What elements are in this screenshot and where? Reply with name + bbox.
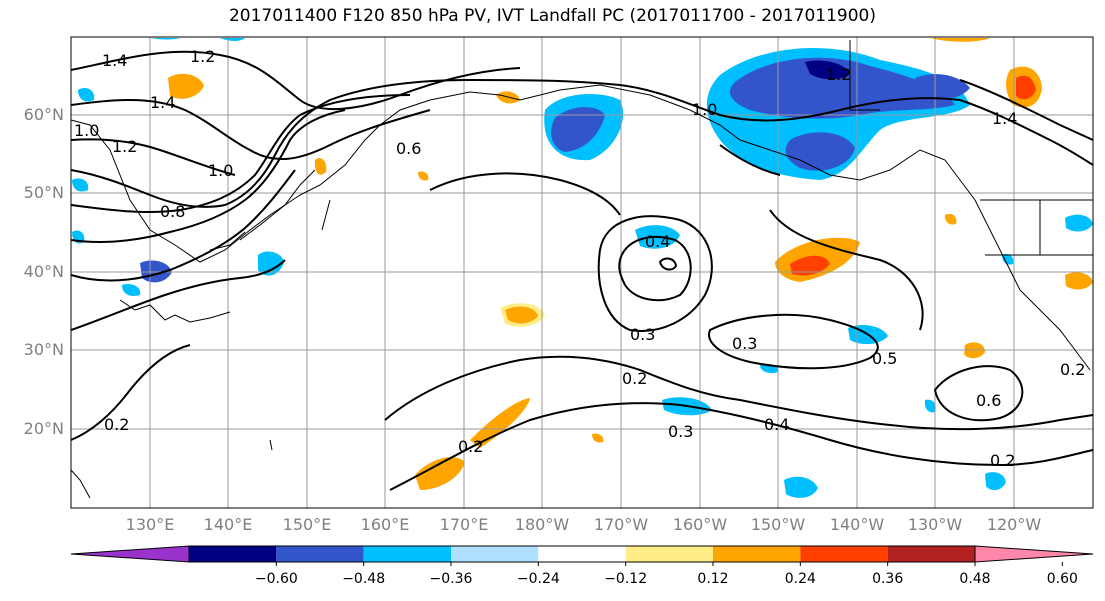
colorbar-segment: [451, 546, 539, 562]
colorbar-tick-label: 0.24: [784, 571, 816, 587]
colorbar-segment: [538, 546, 626, 562]
colorbar-segment: [276, 546, 364, 562]
colorbar-segment: [887, 546, 975, 562]
map-frame: [70, 36, 1094, 509]
lon-label: 130°E: [125, 515, 175, 534]
contour-label: 0.2: [104, 415, 129, 434]
map-title: 2017011400 F120 850 hPa PV, IVT Landfall…: [228, 6, 876, 26]
colorbar-tick-label: 0.48: [959, 571, 991, 587]
colorbar: [70, 545, 1094, 566]
lat-label: 40°N: [23, 262, 64, 281]
lat-label: 30°N: [23, 340, 64, 359]
contour-label: 0.2: [458, 437, 483, 456]
contour-label: 0.4: [764, 415, 789, 434]
contour-label: 0.2: [622, 369, 647, 388]
colorbar-tick-label: 0.36: [872, 571, 904, 587]
contour-labels: 1.4 1.2 1.4 1.0 1.2 1.0 0.8 0.6 0.4 0.3 …: [74, 47, 1085, 470]
lon-label: 180°W: [514, 515, 570, 534]
contour-label: 0.3: [732, 334, 757, 353]
contour-label: 1.4: [992, 109, 1017, 128]
contour-label: 1.4: [102, 51, 127, 70]
contour-label: 0.3: [630, 325, 655, 344]
colorbar-tick-label: −0.36: [429, 571, 473, 587]
colorbar-arrow-right: [974, 545, 1094, 563]
lat-label: 20°N: [23, 419, 64, 438]
colorbar-arrow-left: [70, 545, 190, 563]
contour-label: 1.0: [208, 161, 233, 180]
lon-label: 140°E: [203, 515, 253, 534]
contour-label: 0.5: [872, 349, 897, 368]
colorbar-segment: [625, 546, 713, 562]
colorbar-segment: [363, 546, 451, 562]
contour-label: 0.4: [645, 232, 670, 251]
lon-label: 160°E: [360, 515, 410, 534]
contour-label: 1.4: [150, 93, 175, 112]
positive-shading: [168, 38, 1093, 490]
lon-label: 120°W: [986, 515, 1042, 534]
colorbar-tick-label: 0.60: [1046, 571, 1078, 587]
lon-label: 130°W: [907, 515, 963, 534]
contour-label: 1.2: [826, 65, 851, 84]
contour-label: 1.0: [74, 121, 99, 140]
contour-label: 0.2: [1060, 360, 1085, 379]
contour-label: 0.6: [396, 139, 421, 158]
lat-label: 60°N: [23, 105, 64, 124]
colorbar-segment: [189, 546, 277, 562]
contour-label: 0.6: [976, 391, 1001, 410]
colorbar-tick-label: −0.24: [516, 571, 560, 587]
colorbar-segment: [713, 546, 801, 562]
lon-label: 160°W: [672, 515, 728, 534]
colorbar-tick-label: 0.12: [697, 571, 729, 587]
colorbar-segment: [800, 546, 888, 562]
lon-label: 150°W: [750, 515, 806, 534]
colorbar-border: [188, 545, 976, 563]
lon-label: 170°E: [439, 515, 489, 534]
contour-label: 1.2: [190, 47, 215, 66]
pv-contours: [70, 50, 1094, 491]
contour-label: 1.0: [692, 100, 717, 119]
colorbar-tick-label: −0.48: [342, 571, 386, 587]
contour-label: 0.2: [990, 451, 1015, 470]
contour-label: 0.3: [668, 422, 693, 441]
colorbar-tick-label: −0.60: [254, 571, 298, 587]
lat-label: 50°N: [23, 183, 64, 202]
contour-label: 1.2: [112, 137, 137, 156]
lon-label: 150°E: [282, 515, 332, 534]
contour-label: 0.8: [160, 202, 185, 221]
lon-label: 140°W: [829, 515, 885, 534]
colorbar-tick-label: −0.12: [604, 571, 648, 587]
lon-label: 170°W: [593, 515, 649, 534]
coastlines: [70, 40, 1093, 499]
